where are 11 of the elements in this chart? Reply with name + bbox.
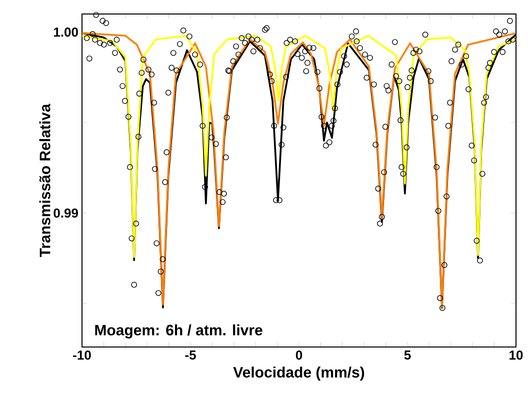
x-tick-label: -5 (185, 350, 196, 360)
x-tick-label: 5 (404, 350, 411, 360)
annotation: Moagem: 6h / atm. livre (95, 324, 262, 338)
x-tick-label: 0 (296, 350, 302, 360)
x-axis-title: Velocidade (mm/s) (233, 366, 364, 381)
y-tick-label: 1.00 (54, 27, 78, 37)
x-tick-label: 10 (510, 350, 523, 360)
line-series (82, 34, 516, 258)
y-axis-title: Transmissão Relativa (39, 104, 50, 258)
x-tick-label: -10 (73, 350, 91, 360)
y-tick-label: 0.99 (54, 208, 78, 218)
